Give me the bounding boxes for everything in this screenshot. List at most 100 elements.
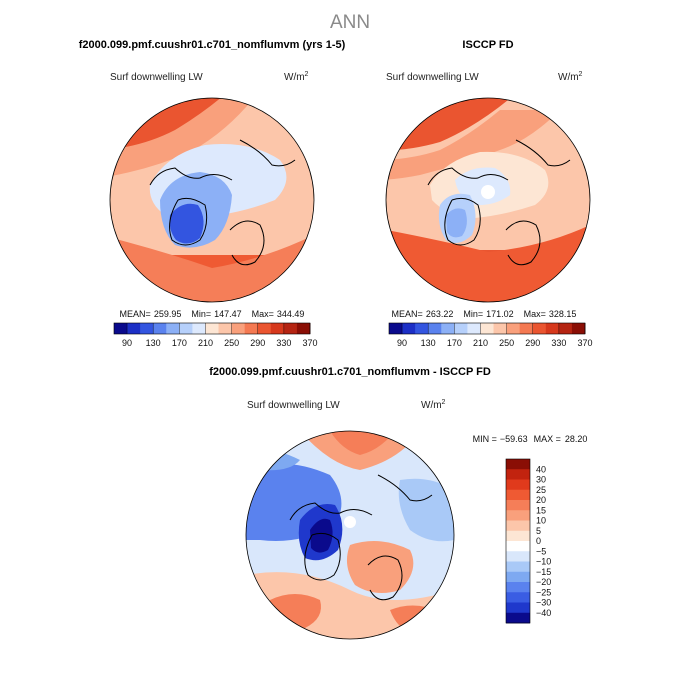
obs-stats: MEAN= 263.22 Min= 171.02 Max= 328.15 [392, 309, 577, 319]
colorbar-swatch [506, 551, 530, 562]
colorbar-tick-label: 130 [146, 338, 161, 348]
colorbar-tick-label: 130 [421, 338, 436, 348]
diff-field-east-cold [398, 478, 454, 542]
colorbar-tick-label: −20 [536, 577, 551, 587]
colorbar-tick-label: −25 [536, 587, 551, 597]
colorbar-swatch [192, 323, 206, 334]
colorbar-swatch [244, 323, 259, 334]
obs-map [386, 98, 590, 302]
colorbar-tick-label: 290 [525, 338, 540, 348]
model-coastline [149, 139, 296, 266]
diff-field-east-warm [346, 541, 414, 594]
colorbar-tick-label: 20 [536, 495, 546, 505]
colorbar-swatch [506, 561, 530, 573]
model-field-warm-northwest-mid [110, 98, 260, 178]
colorbar-swatch [467, 323, 481, 334]
diff-map-border [245, 430, 455, 640]
colorbar-tick-label: 210 [473, 338, 488, 348]
colorbar-swatch [166, 323, 180, 334]
colorbar-swatch [257, 323, 272, 334]
model-variable-label: Surf downwelling LW [110, 72, 203, 83]
colorbar-tick-label: 25 [536, 485, 546, 495]
colorbar-tick-label: 40 [536, 464, 546, 474]
colorbar-swatch [127, 323, 141, 334]
colorbar-tick-label: 290 [250, 338, 265, 348]
obs-pole-hole [481, 185, 495, 199]
colorbar-swatch [506, 530, 530, 542]
colorbar-tick-label: 15 [536, 505, 546, 515]
colorbar-swatch [179, 323, 193, 334]
colorbar-tick-label: 0 [536, 536, 541, 546]
colorbar-swatch [493, 323, 507, 334]
diff-field-north-warm-core [330, 431, 395, 455]
colorbar-swatch [428, 323, 442, 334]
colorbar-tick-label: 10 [536, 516, 546, 526]
diff-variable-label: Surf downwelling LW [247, 400, 340, 411]
colorbar-tick-label: 330 [551, 338, 566, 348]
colorbar-swatch [114, 323, 128, 334]
colorbar-swatch [153, 323, 167, 334]
colorbar-tick-label: −15 [536, 567, 551, 577]
colorbar-swatch [270, 323, 285, 334]
colorbar-swatch [506, 459, 530, 470]
colorbar-swatch [506, 469, 530, 480]
diff-pole-hole [344, 516, 356, 528]
obs-map-border [385, 97, 591, 303]
colorbar-swatch [415, 323, 429, 334]
colorbar-tick-label: 170 [172, 338, 187, 348]
colorbar-tick-label: 30 [536, 475, 546, 485]
colorbar-swatch [402, 323, 416, 334]
colorbar-swatch [506, 489, 530, 501]
page-title: ANN [330, 12, 370, 33]
colorbar-tick-label: 210 [198, 338, 213, 348]
colorbar-swatch [480, 323, 494, 334]
colorbar-swatch [454, 323, 468, 334]
colorbar-swatch [506, 612, 530, 624]
diff-map [246, 431, 454, 639]
colorbar-swatch [231, 323, 246, 334]
obs-colorbar: 90 130 170 210 250 290 330 370 [388, 322, 593, 348]
colorbar-swatch [506, 592, 530, 603]
colorbar-swatch [218, 323, 232, 334]
colorbar-tick-label: −5 [536, 546, 546, 556]
obs-panel: ISCCP FD Surf downwelling LW W/m2 MEAN= 2… [385, 39, 593, 348]
colorbar-swatch [506, 582, 530, 593]
obs-coastline [427, 139, 571, 266]
colorbar-swatch [519, 323, 534, 334]
diff-stats: MIN = −59.63 MAX = 28.20 [473, 434, 588, 444]
colorbar-tick-label: −40 [536, 608, 551, 618]
colorbar-swatch [506, 602, 530, 614]
colorbar-swatch [506, 500, 530, 511]
obs-units-label: W/m2 [558, 71, 583, 83]
obs-title: ISCCP FD [462, 39, 513, 51]
colorbar-swatch [506, 520, 530, 532]
colorbar-tick-label: 5 [536, 526, 541, 536]
colorbar-tick-label: 90 [397, 338, 407, 348]
colorbar-swatch [441, 323, 455, 334]
colorbar-swatch [283, 323, 298, 334]
colorbar-tick-label: 330 [276, 338, 291, 348]
diff-title: f2000.099.pmf.cuushr01.c701_nomflumvm - … [209, 366, 491, 378]
colorbar-swatch [532, 323, 547, 334]
model-map-border [109, 97, 315, 303]
colorbar-tick-label: 370 [577, 338, 592, 348]
colorbar-tick-label: 250 [499, 338, 514, 348]
colorbar-swatch [506, 479, 530, 491]
colorbar-tick-label: −30 [536, 598, 551, 608]
colorbar-tick-label: 370 [302, 338, 317, 348]
colorbar-frame [505, 458, 531, 624]
colorbar-swatch [506, 323, 521, 334]
diff-units-label: W/m2 [421, 399, 446, 411]
colorbar-tick-label: 170 [447, 338, 462, 348]
colorbar-swatch [296, 323, 311, 334]
colorbar-swatch [389, 323, 403, 334]
diff-field-greenland-core [310, 518, 333, 553]
colorbar-swatch [571, 323, 586, 334]
colorbar-tick-label: 250 [224, 338, 239, 348]
colorbar-swatch [140, 323, 154, 334]
colorbar-swatch [545, 323, 560, 334]
colorbar-swatch [558, 323, 573, 334]
colorbar-tick-label: −10 [536, 557, 551, 567]
